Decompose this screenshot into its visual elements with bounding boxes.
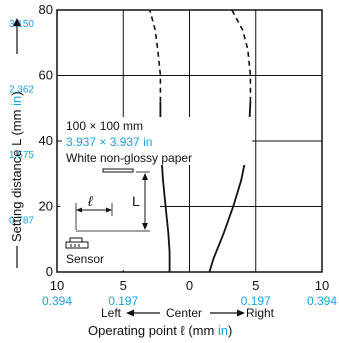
y-tick-label: 80: [39, 2, 53, 17]
x-tick-label: 5: [252, 278, 259, 293]
sensor-head: [69, 237, 83, 243]
x-tick-label-in: 0.197: [241, 294, 271, 308]
annotation-material: White non-glossy paper: [66, 151, 192, 165]
x-tick-label: 5: [120, 278, 127, 293]
x-tick-label-in: 0.197: [108, 294, 138, 308]
x-tick-label-in: 0.394: [307, 294, 337, 308]
axes: [56, 9, 323, 273]
L-label: L: [132, 193, 140, 209]
ell-label: ℓ: [87, 193, 93, 209]
y-tick-label-in: 2.362: [9, 85, 34, 96]
ell-arrow-left: [76, 207, 82, 213]
annotation: 100 × 100 mm 3.937 × 3.937 in White non-…: [62, 117, 252, 165]
annotation-size-mm: 100 × 100 mm: [66, 119, 143, 133]
y-axis-label: Setting distance L (mm in): [9, 18, 24, 268]
setup-diagram: L ℓ Sensor: [60, 165, 160, 270]
L-arrow-top: [142, 173, 148, 180]
annotation-size-in: 3.937 × 3.937 in: [66, 135, 152, 149]
L-arrow-bottom: [142, 223, 148, 230]
annotation-background: [62, 117, 252, 165]
y-axis-label-text: Setting distance L (mm: [9, 106, 24, 242]
left-arrow-head: [126, 309, 134, 317]
direction-labels: Left Center Right: [101, 306, 275, 320]
x-tick-label: 0: [186, 278, 193, 293]
svg-text:Setting distance L (mm in): Setting distance L (mm in): [9, 91, 24, 242]
x-tick-label: 10: [50, 278, 64, 293]
direction-center: Center: [166, 306, 202, 320]
direction-left: Left: [101, 306, 122, 320]
y-tick-label: 40: [39, 133, 53, 148]
x-tick-label-in: 0.394: [42, 294, 72, 308]
sensor-label: Sensor: [66, 252, 104, 266]
y-tick-label-in: 1.575: [9, 150, 34, 161]
curve-left-dashed: [149, 9, 162, 102]
setup-background: [60, 165, 160, 270]
y-tick-label-in: 3.150: [9, 19, 34, 30]
plot-frame: [56, 9, 323, 273]
target-plate: [102, 168, 134, 173]
sensor-body: [65, 241, 89, 249]
y-tick-label: 20: [39, 199, 53, 214]
direction-right: Right: [246, 306, 275, 320]
ell-arrow-right: [106, 207, 112, 213]
curve-right-dashed: [231, 9, 252, 102]
y-tick-label: 60: [39, 68, 53, 83]
y-axis-label-close: ): [9, 91, 24, 95]
y-tick-label: 0: [46, 264, 53, 279]
x-axis-label: Operating point ℓ (mm in): [88, 323, 232, 338]
right-arrow-head: [237, 309, 245, 317]
y-tick-label-in: 0.787: [9, 216, 34, 227]
x-tick-label: 10: [315, 278, 329, 293]
y-axis-label-unit: in: [9, 96, 24, 106]
